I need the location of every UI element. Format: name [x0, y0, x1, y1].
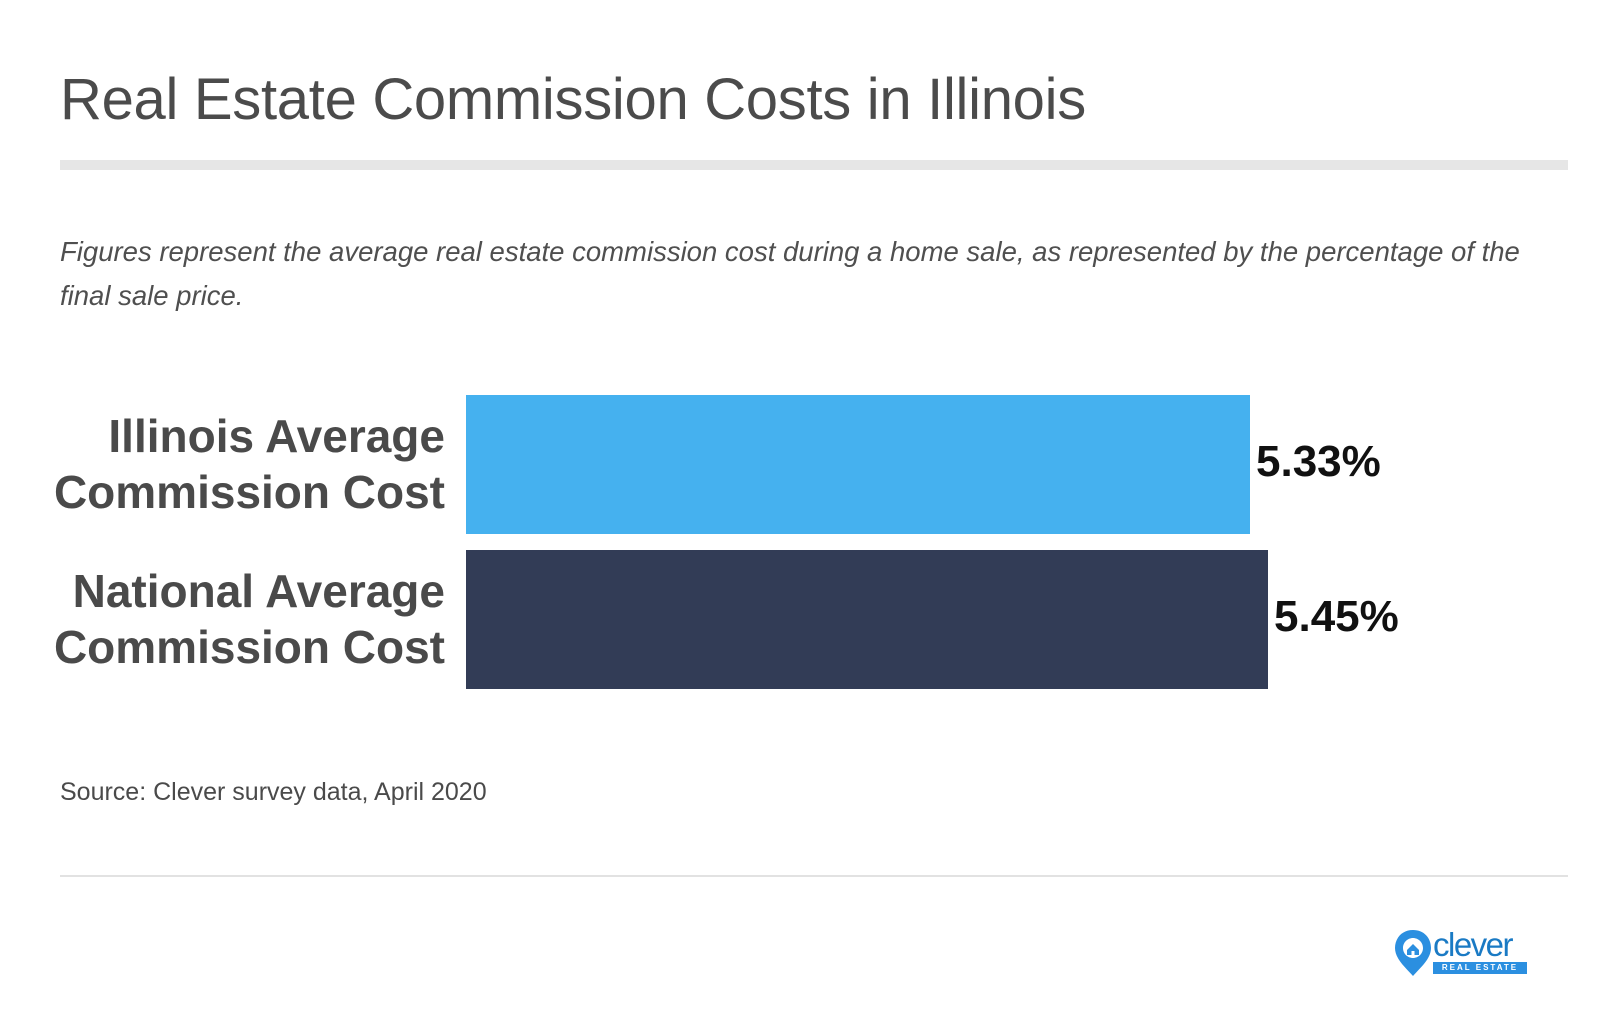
logo-tagline: REAL ESTATE	[1433, 962, 1527, 974]
chart-subtitle: Figures represent the average real estat…	[60, 236, 1520, 311]
bar	[466, 395, 1250, 534]
category-label: National Average Commission Cost	[53, 565, 445, 673]
footer-divider	[60, 875, 1568, 877]
chart-title: Real Estate Commission Costs in Illinois	[60, 67, 1086, 132]
logo-wordmark: clever	[1433, 926, 1514, 963]
source-note: Source: Clever survey data, April 2020	[60, 778, 487, 806]
title-divider	[60, 160, 1568, 170]
bar	[466, 550, 1268, 689]
clever-logo: clever REAL ESTATE	[1393, 928, 1538, 978]
category-label: Illinois Average Commission Cost	[53, 410, 445, 518]
location-pin-house-icon	[1395, 930, 1431, 976]
bar-value-label: 5.33%	[1256, 437, 1381, 486]
bar-value-label: 5.45%	[1274, 592, 1399, 641]
